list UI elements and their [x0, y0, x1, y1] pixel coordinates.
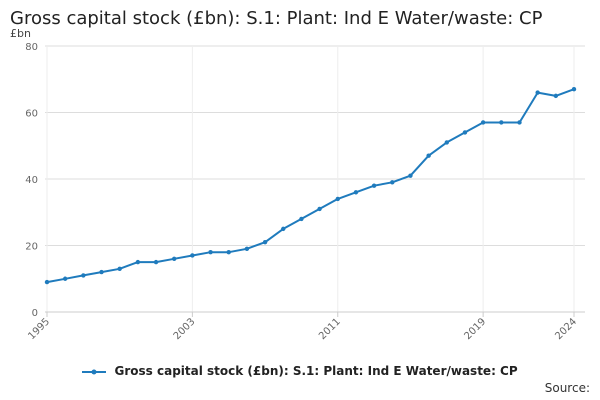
y-tick-label: 40: [25, 175, 38, 186]
x-tick-label: 2003: [172, 316, 198, 342]
data-point: [335, 196, 340, 202]
data-point: [44, 279, 50, 285]
grid-lines: [45, 45, 585, 312]
data-point: [517, 120, 522, 125]
x-axis: 1995 2003 2011 2019 2024: [26, 311, 585, 342]
legend: Gross capital stock (£bn): S.1: Plant: I…: [0, 364, 600, 378]
data-point: [390, 180, 395, 185]
x-tick-label: 1995: [26, 316, 52, 342]
source-label: Source:: [544, 381, 590, 395]
data-point: [317, 206, 322, 212]
data-point: [208, 249, 213, 255]
data-point: [135, 259, 141, 265]
data-point: [117, 266, 122, 271]
data-point: [426, 153, 431, 158]
data-point: [535, 90, 540, 95]
y-axis: £bn 0 20 40 60 80: [10, 27, 38, 319]
data-point: [571, 87, 577, 92]
y-tick-label: 20: [25, 242, 38, 253]
data-point: [262, 239, 268, 245]
x-tick-label: 2024: [553, 316, 579, 342]
data-point: [172, 256, 177, 261]
data-point: [244, 246, 250, 252]
data-point: [153, 259, 159, 265]
data-point: [353, 190, 359, 195]
y-tick-label: 80: [25, 42, 38, 53]
data-point: [371, 183, 377, 188]
data-point: [62, 276, 68, 281]
data-point: [480, 120, 486, 125]
data-point: [408, 173, 413, 178]
x-tick-label: 2019: [462, 316, 488, 342]
data-point: [553, 93, 559, 99]
data-point: [190, 253, 195, 258]
series-line: [46, 88, 575, 284]
series-group: [44, 87, 577, 285]
chart-title: Gross capital stock (£bn): S.1: Plant: I…: [10, 8, 543, 29]
data-point: [499, 120, 504, 125]
data-point: [99, 269, 104, 275]
data-point: [226, 249, 231, 255]
y-tick-label: 60: [25, 109, 38, 120]
legend-label: Gross capital stock (£bn): S.1: Plant: I…: [114, 364, 518, 378]
data-point: [462, 130, 468, 135]
x-tick-label: 2011: [317, 316, 343, 342]
data-point: [281, 226, 286, 232]
data-point: [81, 273, 86, 278]
legend-swatch: [82, 369, 107, 374]
y-unit-label: £bn: [10, 27, 31, 40]
data-point: [444, 140, 449, 145]
data-point: [299, 216, 304, 222]
y-tick-label: 0: [32, 308, 38, 319]
